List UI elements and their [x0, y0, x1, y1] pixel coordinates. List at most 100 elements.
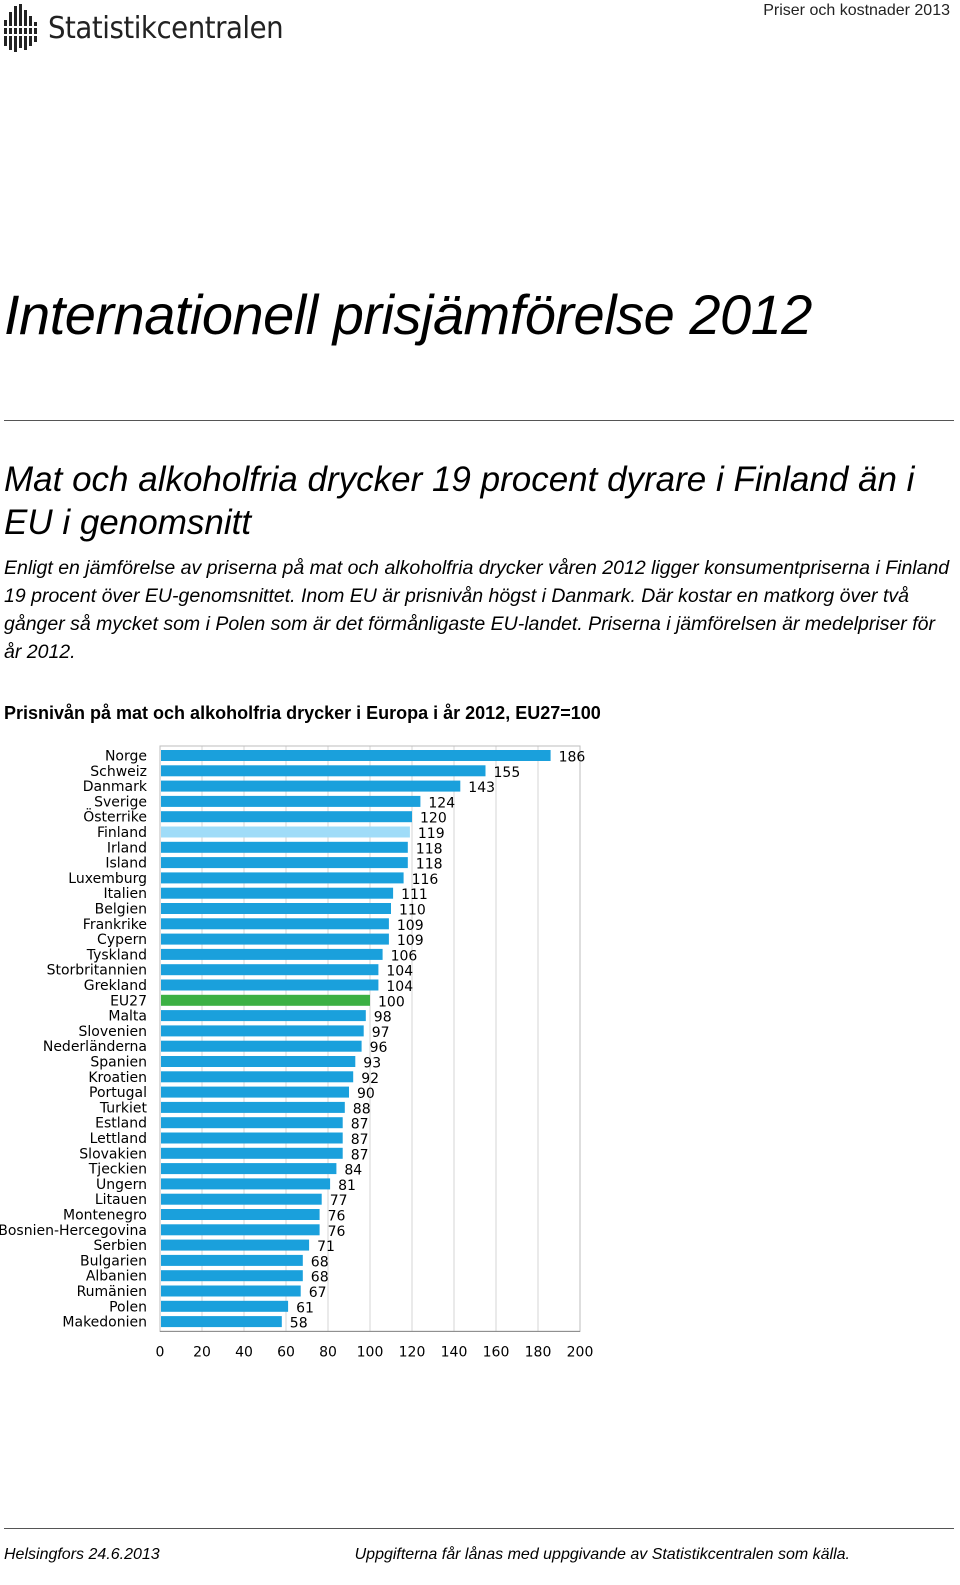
bar [161, 1209, 320, 1220]
x-tick-label: 40 [235, 1344, 253, 1360]
category-label: Ungern [96, 1177, 147, 1193]
section-label: Priser och kostnader 2013 [763, 2, 950, 19]
value-label: 68 [311, 1270, 329, 1286]
x-tick-label: 100 [357, 1344, 384, 1360]
value-label: 76 [328, 1224, 346, 1240]
value-label: 143 [468, 780, 495, 796]
x-tick-label: 60 [277, 1344, 295, 1360]
category-label: Albanien [86, 1269, 147, 1285]
category-label: Serbien [93, 1238, 147, 1254]
value-label: 76 [328, 1209, 346, 1225]
value-label: 111 [401, 887, 428, 903]
bar [161, 1086, 349, 1098]
value-label: 100 [378, 994, 405, 1010]
value-label: 106 [391, 948, 418, 964]
category-label: Tyskland [86, 947, 147, 963]
category-label: Kroatien [88, 1070, 147, 1086]
value-label: 119 [418, 826, 445, 842]
value-label: 81 [338, 1178, 356, 1194]
category-label: Finland [97, 825, 147, 841]
bar [161, 780, 461, 792]
category-label: Malta [108, 1009, 147, 1025]
value-label: 97 [372, 1025, 390, 1041]
value-label: 104 [386, 979, 413, 995]
bar [161, 964, 379, 976]
value-label: 186 [559, 750, 586, 766]
value-label: 104 [386, 964, 413, 980]
logo-text: Statistikcentralen [48, 10, 284, 46]
category-label: Estland [95, 1116, 147, 1132]
value-label: 116 [412, 872, 439, 888]
value-label: 92 [361, 1071, 379, 1087]
bar [161, 1147, 343, 1159]
category-label: Bulgarien [80, 1253, 147, 1269]
category-label: Nederländerna [43, 1039, 147, 1055]
lead-paragraph: Enligt en jämförelse av priserna på mat … [4, 557, 950, 663]
x-tick-label: 180 [525, 1344, 552, 1360]
bar [161, 1316, 282, 1328]
headline: Mat och alkoholfria drycker 19 procent d… [4, 460, 915, 542]
category-label: Island [105, 856, 147, 872]
price-level-bar-chart: Norge 186 Schweiz 155 Danmark 143 Sverige 124 Ös… [0, 745, 594, 1360]
bar [161, 1163, 337, 1175]
bar [161, 1239, 310, 1251]
value-label: 93 [363, 1056, 381, 1072]
bar [161, 872, 404, 884]
bar [161, 750, 551, 761]
category-label: Polen [109, 1299, 147, 1315]
category-label: Montenegro [63, 1208, 147, 1224]
category-label: Grekland [84, 978, 147, 994]
category-label: Lettland [90, 1131, 147, 1147]
value-label: 87 [351, 1132, 369, 1148]
value-label: 118 [416, 841, 443, 857]
value-label: 90 [357, 1086, 375, 1102]
category-label: Belgien [95, 902, 147, 918]
category-label: Tjeckien [88, 1162, 147, 1178]
x-tick-label: 160 [483, 1344, 510, 1360]
bar [161, 1254, 303, 1266]
value-label: 98 [374, 1010, 392, 1026]
category-label: Irland [107, 840, 147, 856]
category-label: Portugal [89, 1085, 147, 1101]
bar [161, 1040, 362, 1052]
bar [161, 1132, 343, 1144]
category-label: EU27 [110, 993, 147, 1009]
bar [161, 933, 389, 945]
x-tick-label: 200 [567, 1344, 594, 1360]
bar [161, 1300, 289, 1312]
value-label: 88 [353, 1101, 371, 1117]
value-label: 71 [317, 1239, 335, 1255]
value-label: 118 [416, 857, 443, 873]
bar [161, 826, 410, 838]
x-tick-label: 0 [156, 1344, 165, 1360]
x-tick-label: 140 [441, 1344, 468, 1360]
bar [161, 1193, 322, 1205]
value-label: 87 [351, 1147, 369, 1163]
category-label: Litauen [95, 1192, 147, 1208]
chart-title: Prisnivån på mat och alkoholfria drycker… [4, 703, 601, 723]
bar [161, 1270, 303, 1282]
category-label: Storbritannien [47, 963, 147, 979]
bar [161, 765, 486, 777]
category-label: Luxemburg [68, 871, 147, 887]
x-tick-label: 120 [399, 1344, 426, 1360]
value-label: 109 [397, 933, 424, 949]
category-label: Norge [105, 749, 147, 765]
footer-date: Helsingfors 24.6.2013 [4, 1546, 160, 1563]
category-label: Österrike [83, 808, 147, 826]
category-label: Rumänien [77, 1284, 147, 1300]
category-label: Spanien [90, 1055, 147, 1071]
category-label: Slovenien [79, 1024, 148, 1040]
bar [161, 903, 391, 914]
category-label: Makedonien [62, 1315, 147, 1331]
bar [161, 1178, 331, 1190]
bar [161, 994, 370, 1006]
category-label: Slovakien [79, 1146, 147, 1162]
bar [161, 1117, 343, 1129]
footer-divider [4, 1528, 954, 1529]
bar [161, 1010, 366, 1022]
category-label: Bosnien-Hercegovina [0, 1223, 147, 1239]
bar [161, 1285, 301, 1297]
value-label: 124 [428, 795, 455, 811]
value-label: 110 [399, 903, 426, 919]
